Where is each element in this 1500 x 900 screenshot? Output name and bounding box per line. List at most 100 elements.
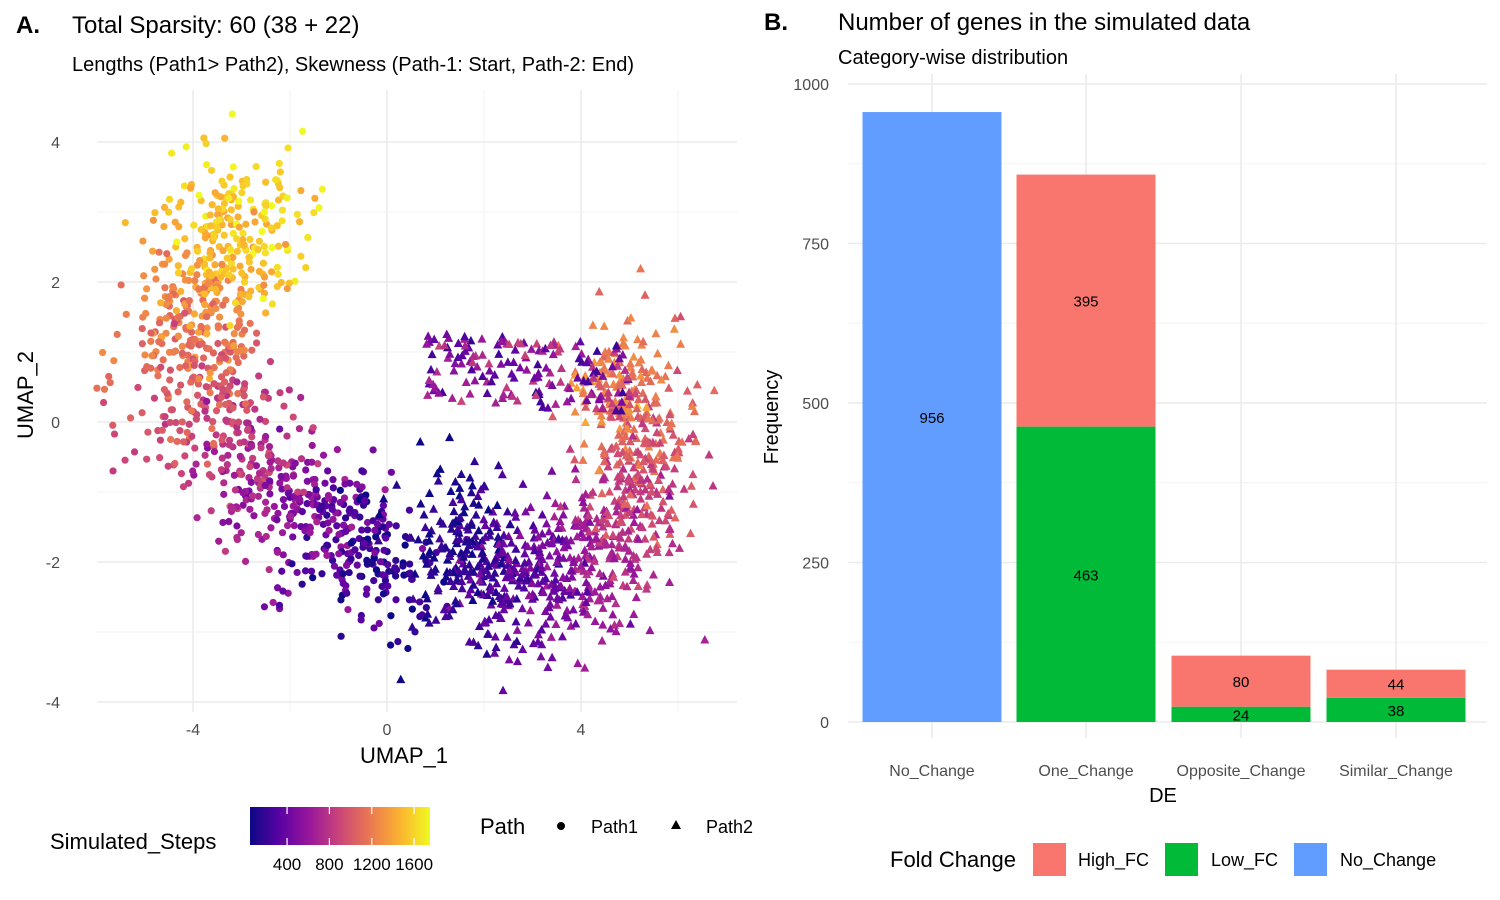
scatter-point-path1 (295, 425, 304, 433)
scatter-point-path2 (623, 423, 633, 433)
scatter-point-path2 (551, 399, 561, 408)
scatter-point-path1 (236, 452, 244, 460)
scatter-point-path1 (196, 256, 204, 265)
scatter-point-path1 (392, 566, 401, 574)
scatter-point-path2 (485, 365, 495, 375)
scatter-point-path1 (254, 530, 262, 539)
scatter-point-path1 (262, 202, 270, 210)
scatter-point-path1 (268, 202, 276, 210)
scatter-point-path1 (205, 471, 214, 479)
scatter-point-path1 (312, 550, 320, 558)
scatter-point-path2 (642, 402, 652, 411)
scatter-point-path1 (140, 272, 148, 280)
scatter-point-path2 (456, 469, 466, 479)
scatter-point-path2 (613, 481, 623, 491)
scatter-point-path2 (660, 371, 670, 381)
scatter-point-path1 (193, 391, 202, 399)
scatter-point-path1 (230, 330, 238, 338)
scatter-point-path1 (233, 247, 241, 255)
scatter-point-path2 (529, 570, 539, 579)
scatter-point-path2 (474, 621, 484, 631)
scatter-point-path2 (473, 640, 483, 650)
scatter-point-path2 (597, 488, 607, 498)
scatter-point-path1 (303, 477, 311, 485)
scatter-point-path2 (656, 503, 666, 512)
scatter-point-path2 (578, 388, 588, 397)
scatter-point-path2 (459, 507, 469, 517)
scatter-point-path2 (640, 290, 650, 299)
scatter-point-path2 (611, 506, 621, 516)
scatter-point-path2 (592, 513, 602, 523)
scatter-point-path2 (636, 263, 646, 273)
scatter-point-path2 (581, 417, 591, 427)
scatter-point-path1 (329, 515, 337, 524)
scatter-point-path1 (260, 603, 269, 611)
scatter-point-path2 (453, 352, 463, 361)
scatter-point-path1 (207, 507, 215, 515)
scatter-point-path1 (211, 261, 219, 269)
scatter-x-tick-label: 4 (577, 722, 586, 739)
scatter-point-path1 (203, 324, 211, 332)
scatter-point-path1 (230, 471, 238, 479)
scatter-point-path2 (522, 573, 532, 583)
scatter-point-path1 (324, 467, 332, 475)
scatter-point-path1 (170, 285, 178, 293)
scatter-point-path1 (310, 209, 318, 217)
scatter-point-path1 (173, 437, 181, 446)
scatter-point-path2 (582, 586, 592, 596)
scatter-point-path2 (596, 410, 606, 420)
scatter-point-path2 (537, 540, 547, 549)
scatter-point-path2 (520, 558, 530, 567)
scatter-point-path1 (337, 632, 345, 640)
scatter-point-path2 (663, 360, 673, 370)
scatter-point-path2 (472, 361, 482, 371)
scatter-point-path2 (537, 562, 547, 572)
scatter-point-path2 (431, 615, 441, 624)
scatter-point-path2 (614, 380, 624, 390)
scatter-point-path2 (506, 538, 516, 547)
scatter-x-tick-label: 0 (383, 722, 392, 739)
scatter-point-path1 (177, 470, 186, 478)
scatter-point-path2 (550, 575, 560, 584)
scatter-point-path1 (218, 436, 226, 444)
scatter-point-path1 (372, 566, 381, 574)
scatter-point-path1 (238, 298, 246, 306)
scatter-point-path2 (464, 560, 474, 569)
scatter-point-path2 (575, 336, 585, 346)
scatter-point-path2 (502, 632, 512, 641)
scatter-point-path1 (235, 223, 243, 231)
scatter-point-path2 (537, 639, 547, 649)
scatter-point-path2 (594, 286, 604, 296)
scatter-point-path1 (147, 337, 155, 345)
scatter-point-path2 (625, 489, 635, 499)
scatter-point-path2 (601, 379, 611, 388)
scatter-point-path1 (260, 273, 269, 281)
scatter-point-path2 (473, 561, 483, 571)
scatter-point-path1 (161, 260, 169, 268)
scatter-point-path1 (191, 336, 199, 344)
scatter-point-path1 (273, 548, 282, 556)
scatter-point-path2 (468, 595, 478, 605)
scatter-point-path2 (513, 337, 523, 347)
scatter-point-path2 (645, 544, 655, 554)
scatter-point-path2 (542, 490, 552, 500)
scatter-point-path2 (511, 616, 521, 626)
scatter-point-path1 (267, 224, 275, 232)
scatter-point-path2 (556, 581, 566, 590)
scatter-point-path1 (214, 339, 222, 348)
color-legend: Simulated_Steps 400 800 1200 1600 (50, 807, 433, 874)
scatter-point-path2 (543, 403, 553, 412)
scatter-point-path2 (653, 348, 663, 358)
scatter-point-path1 (275, 159, 283, 168)
scatter-point-path2 (543, 662, 553, 672)
scatter-point-path1 (324, 541, 332, 550)
scatter-point-path1 (342, 527, 350, 536)
shape-legend-circle-icon (557, 822, 565, 830)
scatter-point-path1 (283, 432, 291, 440)
scatter-point-path2 (408, 594, 418, 603)
scatter-point-path1 (313, 518, 321, 526)
scatter-point-path2 (440, 340, 450, 349)
scatter-point-path1 (293, 210, 301, 219)
scatter-y-axis-label: UMAP_2 (13, 351, 38, 439)
scatter-point-path2 (475, 575, 485, 585)
